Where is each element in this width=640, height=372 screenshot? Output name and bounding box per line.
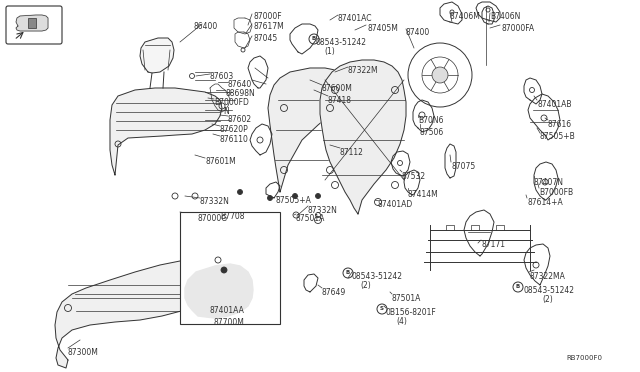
Circle shape <box>432 67 448 83</box>
Polygon shape <box>268 68 342 192</box>
Text: B: B <box>516 285 520 289</box>
Text: 87505+B: 87505+B <box>540 132 576 141</box>
Text: 08543-51242: 08543-51242 <box>352 272 403 281</box>
Text: B7406N: B7406N <box>490 12 520 21</box>
Text: 87506: 87506 <box>420 128 444 137</box>
Text: (4): (4) <box>396 317 407 326</box>
Text: (2): (2) <box>360 281 371 290</box>
Text: 87649: 87649 <box>322 288 346 297</box>
Polygon shape <box>55 258 232 368</box>
Text: 87602: 87602 <box>228 115 252 124</box>
Text: B7000FB: B7000FB <box>539 188 573 197</box>
Text: B7708: B7708 <box>220 212 244 221</box>
Text: 87414M: 87414M <box>408 190 439 199</box>
Text: 87532: 87532 <box>402 172 426 181</box>
FancyBboxPatch shape <box>6 6 62 44</box>
Text: 08543-51242: 08543-51242 <box>316 38 367 47</box>
Text: 87418: 87418 <box>328 96 352 105</box>
Text: 87600M: 87600M <box>322 84 353 93</box>
Bar <box>180 212 280 324</box>
Text: 87171: 87171 <box>481 240 505 249</box>
Text: 87700M: 87700M <box>214 318 245 327</box>
Text: 87000G: 87000G <box>198 214 228 223</box>
Text: 87505+A: 87505+A <box>276 196 312 205</box>
Text: 87614+A: 87614+A <box>527 198 563 207</box>
Polygon shape <box>140 38 174 73</box>
Text: 87640: 87640 <box>228 80 252 89</box>
Text: 87406M: 87406M <box>450 12 481 21</box>
Circle shape <box>237 189 243 195</box>
Text: B7000FD: B7000FD <box>214 98 249 107</box>
Text: 86400: 86400 <box>193 22 217 31</box>
Text: 87401AC: 87401AC <box>338 14 372 23</box>
Circle shape <box>316 193 321 199</box>
Text: 87601M: 87601M <box>205 157 236 166</box>
Text: 87000FA: 87000FA <box>501 24 534 33</box>
Polygon shape <box>110 88 222 175</box>
Circle shape <box>221 267 227 273</box>
Text: 87603: 87603 <box>210 72 234 81</box>
Text: 87332N: 87332N <box>200 197 230 206</box>
Text: 87401AD: 87401AD <box>378 200 413 209</box>
Text: 87322MA: 87322MA <box>529 272 565 281</box>
Text: 87407N: 87407N <box>534 178 564 187</box>
Text: 87616: 87616 <box>548 120 572 129</box>
Text: 87075: 87075 <box>451 162 476 171</box>
Text: 87400: 87400 <box>406 28 430 37</box>
Text: 87501A: 87501A <box>296 214 325 223</box>
Text: 87045: 87045 <box>253 34 277 43</box>
Text: 87112: 87112 <box>340 148 364 157</box>
Text: (1): (1) <box>324 47 335 56</box>
Bar <box>28 18 36 28</box>
Text: B70N6: B70N6 <box>418 116 444 125</box>
Circle shape <box>292 193 298 199</box>
Text: B: B <box>312 36 316 42</box>
Polygon shape <box>16 15 48 31</box>
Text: 87405M: 87405M <box>368 24 399 33</box>
Text: 87332N: 87332N <box>308 206 338 215</box>
Text: 08543-51242: 08543-51242 <box>523 286 574 295</box>
Text: 87401AB: 87401AB <box>537 100 572 109</box>
Text: 87617M: 87617M <box>253 22 284 31</box>
Text: 87620P: 87620P <box>220 125 249 134</box>
Text: RB7000F0: RB7000F0 <box>566 355 602 361</box>
Text: S: S <box>380 307 384 311</box>
Text: 0B156-8201F: 0B156-8201F <box>386 308 436 317</box>
Text: 87300M: 87300M <box>68 348 99 357</box>
Circle shape <box>268 196 273 201</box>
Text: 87401AA: 87401AA <box>210 306 245 315</box>
Text: 87000F: 87000F <box>253 12 282 21</box>
Text: N: N <box>223 107 228 116</box>
Polygon shape <box>185 264 253 318</box>
Text: (2): (2) <box>542 295 553 304</box>
Polygon shape <box>320 60 406 214</box>
Text: 87322M: 87322M <box>348 66 379 75</box>
Text: B: B <box>346 270 350 276</box>
Text: 876110: 876110 <box>220 135 249 144</box>
Text: 87501A: 87501A <box>392 294 421 303</box>
Text: 88698N: 88698N <box>225 89 255 98</box>
